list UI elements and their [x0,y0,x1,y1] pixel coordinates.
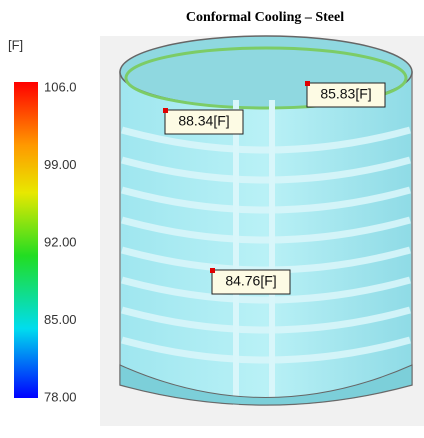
probe-label: 85.83[F] [320,86,371,102]
legend-tick-label: 85.00 [44,312,77,327]
probe-point [163,108,168,113]
probe-point [210,268,215,273]
color-bar [14,82,38,398]
probe-point [305,81,310,86]
legend-tick-label: 78.00 [44,389,77,404]
legend-tick-label: 92.00 [44,234,77,249]
legend-tick-label: 106.0 [44,79,77,94]
probe-label: 84.76[F] [225,273,276,289]
result-view: Conformal Cooling – Steel [F] 106.0 99.00… [0,0,424,433]
legend-ticks: 106.0 99.00 92.00 85.00 78.00 [44,79,77,404]
legend-tick-label: 99.00 [44,157,77,172]
probe-label: 88.34[F] [178,113,229,129]
legend-unit: [F] [8,37,23,52]
title: Conformal Cooling – Steel [186,10,344,25]
